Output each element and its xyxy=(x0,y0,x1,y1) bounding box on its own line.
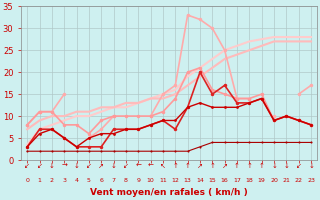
X-axis label: Vent moyen/en rafales ( km/h ): Vent moyen/en rafales ( km/h ) xyxy=(90,188,248,197)
